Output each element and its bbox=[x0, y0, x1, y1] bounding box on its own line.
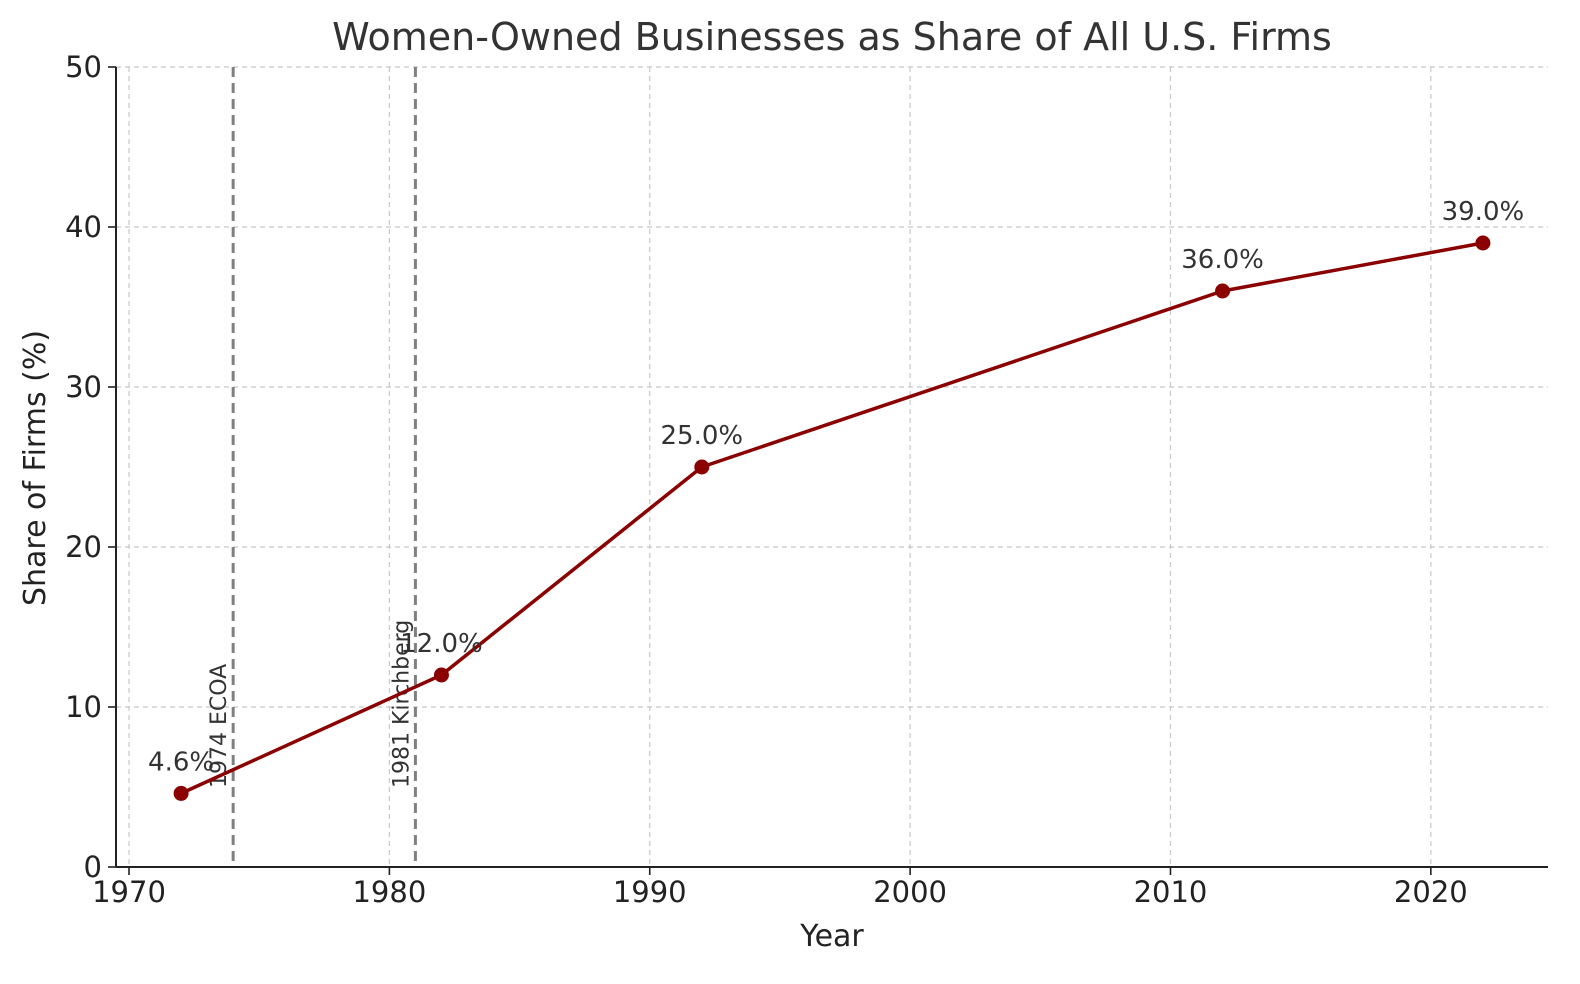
chart-title: Women-Owned Businesses as Share of All U… bbox=[332, 15, 1332, 59]
x-tick-label: 1980 bbox=[352, 875, 426, 909]
y-tick-label: 10 bbox=[65, 690, 102, 724]
x-tick-label: 2020 bbox=[1394, 875, 1468, 909]
annotation-layer: 1974 ECOA 1981 Kirchberg bbox=[207, 67, 417, 867]
data-label: 25.0% bbox=[661, 421, 744, 451]
data-label: 12.0% bbox=[400, 629, 483, 659]
data-point bbox=[173, 785, 189, 801]
series-layer: 4.6% 12.0% 25.0% 36.0% 39.0% bbox=[148, 197, 1524, 801]
grid bbox=[116, 66, 1548, 868]
data-point bbox=[433, 667, 449, 683]
y-tick-label: 30 bbox=[65, 370, 102, 404]
series-line bbox=[180, 241, 1484, 795]
y-tick-label: 0 bbox=[84, 850, 102, 884]
axes bbox=[115, 67, 1548, 868]
x-tick-label: 2000 bbox=[873, 875, 947, 909]
x-tick-label: 1970 bbox=[92, 875, 166, 909]
y-tick-label: 20 bbox=[65, 530, 102, 564]
data-label: 39.0% bbox=[1442, 197, 1525, 227]
data-point bbox=[1475, 235, 1491, 251]
annotation-label: 1974 ECOA bbox=[207, 664, 232, 788]
y-tick-label: 40 bbox=[65, 210, 102, 244]
y-axis-label: Share of Firms (%) bbox=[18, 330, 53, 606]
data-label: 36.0% bbox=[1181, 245, 1264, 275]
x-tick-label: 1990 bbox=[613, 875, 687, 909]
data-point bbox=[1215, 283, 1231, 299]
x-axis-label: Year bbox=[799, 919, 864, 954]
y-ticks: 0 10 20 30 40 50 bbox=[65, 50, 116, 884]
y-tick-label: 50 bbox=[65, 50, 102, 84]
x-tick-label: 2010 bbox=[1134, 875, 1208, 909]
x-ticks: 1970 1980 1990 2000 2010 2020 bbox=[92, 867, 1468, 909]
data-point bbox=[694, 459, 710, 475]
data-label: 4.6% bbox=[148, 747, 214, 777]
annotation-label: 1981 Kirchberg bbox=[389, 620, 414, 788]
